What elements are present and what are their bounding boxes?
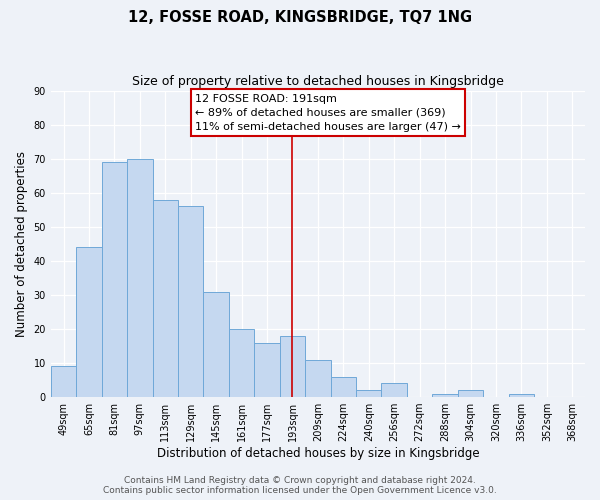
- Bar: [229, 329, 254, 397]
- X-axis label: Distribution of detached houses by size in Kingsbridge: Distribution of detached houses by size …: [157, 447, 479, 460]
- Bar: [305, 360, 331, 397]
- Bar: [382, 384, 407, 397]
- Bar: [433, 394, 458, 397]
- Bar: [509, 394, 534, 397]
- Text: 12 FOSSE ROAD: 191sqm
← 89% of detached houses are smaller (369)
11% of semi-det: 12 FOSSE ROAD: 191sqm ← 89% of detached …: [195, 94, 461, 132]
- Bar: [331, 376, 356, 397]
- Title: Size of property relative to detached houses in Kingsbridge: Size of property relative to detached ho…: [132, 75, 504, 88]
- Bar: [356, 390, 382, 397]
- Bar: [101, 162, 127, 397]
- Y-axis label: Number of detached properties: Number of detached properties: [15, 151, 28, 337]
- Text: Contains HM Land Registry data © Crown copyright and database right 2024.
Contai: Contains HM Land Registry data © Crown c…: [103, 476, 497, 495]
- Bar: [203, 292, 229, 397]
- Bar: [178, 206, 203, 397]
- Bar: [254, 342, 280, 397]
- Bar: [280, 336, 305, 397]
- Bar: [127, 158, 152, 397]
- Bar: [152, 200, 178, 397]
- Text: 12, FOSSE ROAD, KINGSBRIDGE, TQ7 1NG: 12, FOSSE ROAD, KINGSBRIDGE, TQ7 1NG: [128, 10, 472, 25]
- Bar: [458, 390, 483, 397]
- Bar: [51, 366, 76, 397]
- Bar: [76, 247, 101, 397]
